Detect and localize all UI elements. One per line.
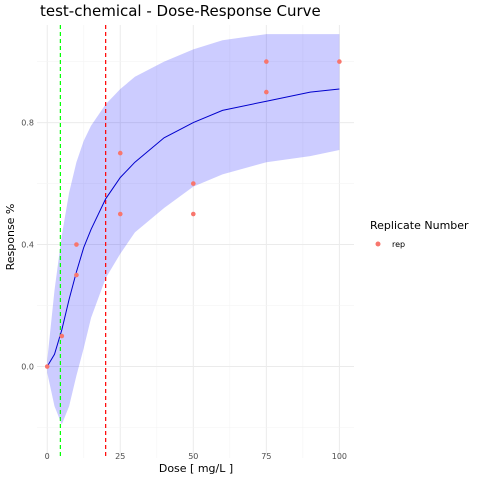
data-point bbox=[74, 242, 79, 247]
confidence-band bbox=[47, 34, 340, 425]
data-point bbox=[264, 89, 269, 95]
x-axis-ticks: 0 25 50 75 100 bbox=[45, 452, 347, 461]
data-point bbox=[264, 59, 269, 64]
x-tick-label: 100 bbox=[332, 452, 347, 461]
y-axis-title: Response % bbox=[4, 204, 17, 271]
x-tick-label: 75 bbox=[261, 452, 271, 461]
x-tick-label: 0 bbox=[45, 452, 50, 461]
x-axis-title: Dose [ mg/L ] bbox=[159, 462, 233, 475]
data-point bbox=[337, 59, 342, 64]
data-point bbox=[117, 211, 123, 217]
legend-label-rep: rep bbox=[392, 240, 405, 249]
fit-curve bbox=[46, 88, 340, 367]
data-point bbox=[191, 181, 196, 186]
legend-title: Replicate Number bbox=[370, 219, 469, 232]
data-point bbox=[59, 333, 65, 339]
y-tick-label: 0.8 bbox=[21, 119, 34, 128]
data-point bbox=[191, 211, 196, 217]
x-tick-label: 50 bbox=[188, 452, 198, 461]
legend: Replicate Number rep bbox=[370, 219, 469, 249]
chart-title: test-chemical - Dose-Response Curve bbox=[40, 2, 321, 20]
data-point bbox=[74, 272, 79, 278]
data-points bbox=[44, 59, 342, 369]
legend-key-rep bbox=[375, 241, 381, 247]
confidence-band-area bbox=[47, 34, 340, 425]
y-tick-label: 0.0 bbox=[21, 363, 34, 372]
fit-curve-line bbox=[46, 88, 340, 367]
data-point bbox=[117, 150, 123, 156]
y-axis-ticks: 0.0 0.4 0.8 bbox=[21, 119, 34, 372]
data-point bbox=[44, 364, 50, 369]
y-tick-label: 0.4 bbox=[21, 241, 34, 250]
x-tick-label: 25 bbox=[115, 452, 125, 461]
reference-lines bbox=[59, 25, 107, 458]
